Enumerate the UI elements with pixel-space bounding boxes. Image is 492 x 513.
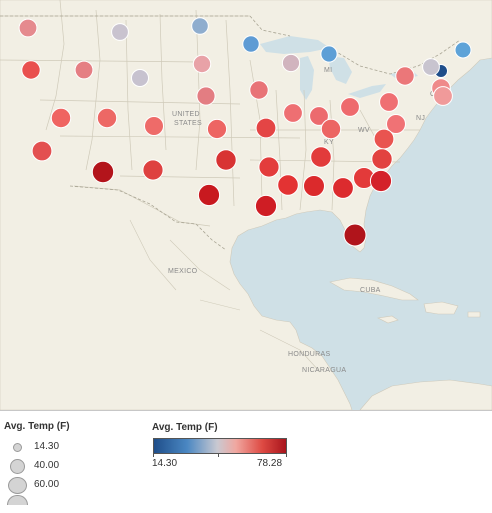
color-ramp	[153, 438, 287, 454]
marker-al[interactable]	[332, 177, 354, 199]
ramp-tick-mid	[218, 454, 219, 457]
label-nicaragua: NICARAGUA	[302, 367, 346, 374]
size-legend-label: 14.30	[34, 441, 60, 452]
marker-va[interactable]	[373, 128, 395, 150]
marker-id[interactable]	[74, 60, 94, 80]
label-states: STATES	[174, 120, 202, 127]
marker-sd[interactable]	[192, 54, 212, 74]
size-legend-item	[4, 495, 124, 513]
marker-il[interactable]	[283, 103, 303, 123]
land-jamaica	[377, 315, 399, 324]
size-circle-large	[8, 477, 27, 494]
map-svg: MI UNITED STATES CT NJ WV KY MEXICO CUBA…	[0, 0, 492, 410]
color-legend: Avg. Temp (F) 14.30 78.28	[152, 422, 302, 472]
marker-ut[interactable]	[96, 107, 118, 129]
label-nj: NJ	[416, 115, 425, 122]
size-legend-label: 40.00	[34, 460, 60, 471]
marker-ri[interactable]	[433, 86, 453, 106]
mexico-borders	[129, 219, 321, 373]
legend-divider	[0, 410, 492, 411]
size-legend: Avg. Temp (F) 14.30 40.00 60.00	[4, 421, 124, 505]
marker-sc[interactable]	[310, 146, 332, 168]
marker-nd[interactable]	[191, 17, 209, 35]
marker-wy[interactable]	[131, 69, 149, 87]
map-canvas[interactable]: MI UNITED STATES CT NJ WV KY MEXICO CUBA…	[0, 0, 492, 410]
marker-nv[interactable]	[50, 107, 72, 129]
land-puerto-rico	[467, 311, 481, 318]
size-circle-medium	[10, 459, 25, 474]
marker-ks[interactable]	[206, 118, 228, 140]
marker-co[interactable]	[144, 116, 164, 136]
land-south-america	[359, 379, 492, 410]
marker-az[interactable]	[91, 160, 115, 184]
label-wv: WV	[358, 127, 370, 134]
marker-or[interactable]	[21, 60, 41, 80]
marker-tx[interactable]	[197, 183, 221, 207]
land-hispaniola	[423, 301, 459, 315]
marker-nj[interactable]	[386, 114, 406, 134]
lake-erie	[348, 84, 386, 98]
marker-nh[interactable]	[422, 58, 440, 76]
ramp-tick-max	[286, 454, 287, 457]
marker-ca[interactable]	[31, 140, 53, 162]
marker-ar[interactable]	[277, 174, 299, 196]
size-legend-item: 40.00	[4, 458, 124, 476]
marker-mo[interactable]	[255, 117, 277, 139]
marker-ne[interactable]	[196, 86, 216, 106]
marker-ok[interactable]	[215, 149, 237, 171]
ramp-tick-min	[153, 454, 154, 457]
marker-ky[interactable]	[320, 118, 342, 140]
temperature-markers	[18, 17, 472, 247]
size-legend-title: Avg. Temp (F)	[4, 421, 70, 432]
size-legend-label: 60.00	[34, 479, 60, 490]
color-legend-min: 14.30	[152, 458, 178, 469]
label-mexico: MEXICO	[168, 268, 198, 275]
marker-mt[interactable]	[111, 23, 129, 41]
label-united: UNITED	[172, 111, 200, 118]
marker-wi[interactable]	[281, 53, 301, 73]
marker-mi[interactable]	[320, 45, 338, 63]
us-mexico-border	[69, 185, 227, 251]
marker-ny[interactable]	[395, 66, 415, 86]
marker-ia[interactable]	[249, 80, 269, 100]
size-legend-item: 60.00	[4, 477, 124, 495]
marker-nc[interactable]	[371, 148, 393, 170]
marker-tn[interactable]	[258, 156, 280, 178]
marker-oh[interactable]	[340, 97, 360, 117]
marker-mn[interactable]	[242, 35, 260, 53]
marker-fl[interactable]	[343, 223, 367, 247]
marker-wa[interactable]	[18, 18, 38, 38]
label-mi: MI	[324, 67, 332, 74]
marker-la[interactable]	[254, 194, 278, 218]
land-cuba	[329, 277, 419, 301]
land-north-america	[0, 0, 492, 410]
marker-me[interactable]	[454, 41, 472, 59]
lake-michigan	[300, 56, 314, 100]
color-legend-title: Avg. Temp (F)	[152, 422, 218, 433]
label-ky: KY	[324, 139, 334, 146]
size-legend-item: 14.30	[4, 439, 124, 457]
lake-superior	[260, 36, 330, 54]
size-circle-small	[13, 443, 22, 452]
marker-sc2[interactable]	[369, 169, 393, 193]
label-honduras: HONDURAS	[288, 351, 330, 358]
label-cuba: CUBA	[360, 287, 381, 294]
color-legend-max: 78.28	[257, 458, 283, 469]
lake-huron	[328, 56, 352, 84]
marker-ms[interactable]	[303, 175, 325, 197]
marker-in[interactable]	[309, 106, 329, 126]
marker-pa[interactable]	[379, 92, 399, 112]
size-circle-xlarge	[7, 495, 28, 505]
marker-nm[interactable]	[142, 159, 164, 181]
